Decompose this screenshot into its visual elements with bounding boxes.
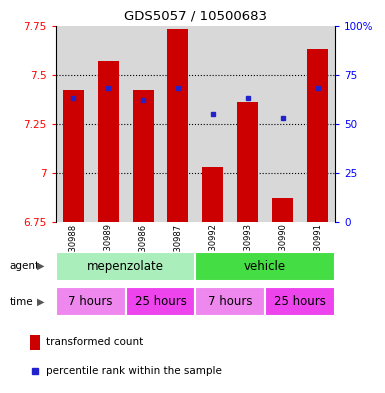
- Text: time: time: [10, 297, 33, 307]
- Bar: [265, 26, 300, 222]
- Bar: [307, 49, 328, 222]
- Bar: [237, 102, 258, 222]
- Text: 7 hours: 7 hours: [208, 295, 253, 308]
- Bar: [126, 287, 195, 316]
- Bar: [195, 26, 230, 222]
- Bar: [300, 26, 335, 222]
- Text: 25 hours: 25 hours: [135, 295, 186, 308]
- Bar: [195, 252, 335, 281]
- Bar: [272, 198, 293, 222]
- Bar: [98, 61, 119, 222]
- Bar: [56, 252, 195, 281]
- Bar: [91, 26, 126, 222]
- Bar: [167, 29, 188, 222]
- Bar: [30, 335, 40, 349]
- Text: agent: agent: [10, 261, 40, 271]
- Bar: [195, 287, 265, 316]
- Text: percentile rank within the sample: percentile rank within the sample: [46, 366, 222, 376]
- Bar: [203, 167, 223, 222]
- Bar: [126, 26, 161, 222]
- Text: 25 hours: 25 hours: [274, 295, 326, 308]
- Bar: [56, 287, 126, 316]
- Text: 7 hours: 7 hours: [69, 295, 113, 308]
- Text: ▶: ▶: [37, 261, 44, 271]
- Bar: [161, 26, 195, 222]
- Text: mepenzolate: mepenzolate: [87, 260, 164, 273]
- Text: vehicle: vehicle: [244, 260, 286, 273]
- Bar: [56, 26, 91, 222]
- Text: transformed count: transformed count: [46, 338, 143, 347]
- Title: GDS5057 / 10500683: GDS5057 / 10500683: [124, 10, 267, 23]
- Bar: [230, 26, 265, 222]
- Text: ▶: ▶: [37, 297, 44, 307]
- Bar: [265, 287, 335, 316]
- Bar: [63, 90, 84, 222]
- Bar: [132, 90, 154, 222]
